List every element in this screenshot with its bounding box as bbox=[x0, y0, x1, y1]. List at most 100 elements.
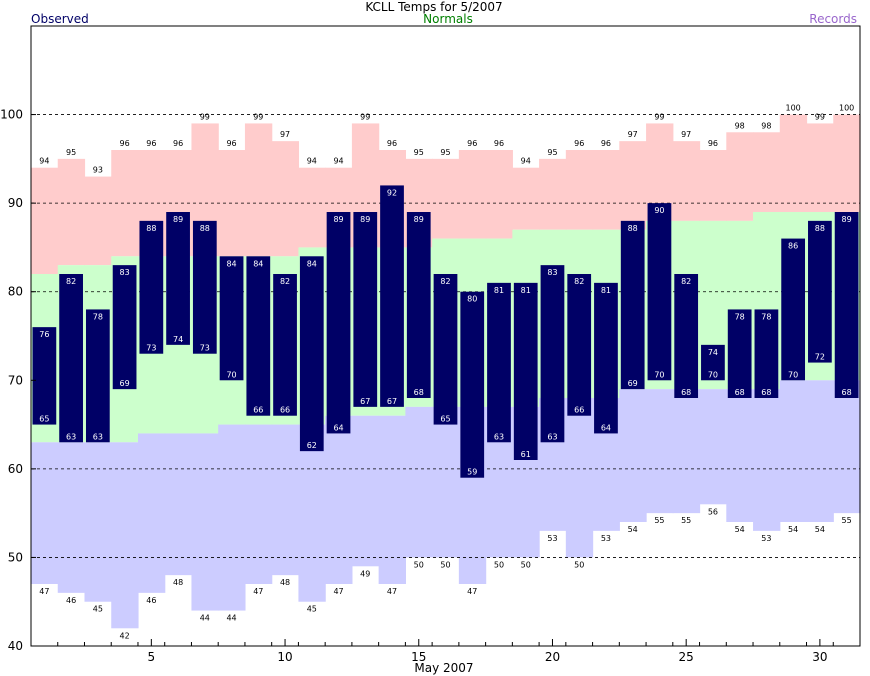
plot-area: 76 65 94 47 82 63 95 46 78 63 93 45 83 69 96 42 88 73 96 46… bbox=[0, 25, 861, 664]
observed-bar bbox=[487, 282, 511, 443]
observed-high-label: 88 bbox=[200, 224, 210, 233]
record-high-label: 96 bbox=[467, 139, 477, 148]
observed-high-label: 78 bbox=[735, 312, 745, 321]
record-low-label: 54 bbox=[735, 525, 745, 534]
observed-bar bbox=[674, 274, 699, 398]
legend-normals: Normals bbox=[423, 12, 473, 26]
record-low-band bbox=[565, 398, 594, 558]
record-low-band bbox=[325, 415, 353, 584]
observed-high-label: 78 bbox=[93, 312, 103, 321]
observed-bar bbox=[85, 309, 110, 443]
observed-bar bbox=[299, 256, 324, 452]
observed-high-label: 82 bbox=[681, 277, 691, 286]
observed-bar bbox=[727, 309, 752, 398]
observed-low-label: 61 bbox=[521, 450, 531, 459]
observed-bar bbox=[808, 220, 832, 363]
record-low-label: 50 bbox=[414, 560, 424, 569]
record-low-band bbox=[672, 389, 701, 514]
record-low-label: 44 bbox=[226, 614, 236, 623]
record-high-band bbox=[539, 158, 567, 230]
record-high-band bbox=[833, 114, 861, 212]
record-low-band bbox=[191, 433, 219, 611]
record-low-label: 47 bbox=[387, 587, 397, 596]
y-tick-label: 50 bbox=[8, 550, 23, 564]
record-high-label: 94 bbox=[521, 157, 531, 166]
record-low-label: 48 bbox=[280, 578, 290, 587]
record-low-band bbox=[31, 442, 59, 584]
record-high-label: 96 bbox=[708, 139, 718, 148]
observed-low-label: 69 bbox=[120, 379, 130, 388]
record-high-band bbox=[779, 114, 808, 212]
record-high-label: 95 bbox=[66, 148, 76, 157]
observed-low-label: 68 bbox=[681, 388, 691, 397]
observed-high-label: 74 bbox=[708, 348, 718, 357]
record-high-band bbox=[806, 123, 834, 212]
record-high-band bbox=[619, 141, 647, 230]
record-low-label: 53 bbox=[761, 534, 771, 543]
observed-bar bbox=[433, 274, 458, 425]
observed-high-label: 88 bbox=[146, 224, 156, 233]
observed-bar bbox=[406, 212, 431, 398]
record-high-label: 96 bbox=[601, 139, 611, 148]
observed-bar bbox=[594, 282, 618, 434]
record-low-band bbox=[298, 424, 326, 602]
record-high-band bbox=[31, 167, 59, 274]
legend-records: Records bbox=[809, 12, 857, 26]
observed-high-label: 76 bbox=[39, 330, 49, 339]
x-tick-label: 5 bbox=[148, 650, 156, 664]
observed-bar bbox=[353, 212, 378, 407]
record-high-band bbox=[512, 167, 540, 230]
observed-low-label: 66 bbox=[574, 406, 584, 415]
record-low-band bbox=[432, 406, 460, 558]
record-high-label: 100 bbox=[839, 104, 854, 113]
record-low-label: 56 bbox=[708, 507, 718, 516]
record-high-label: 95 bbox=[440, 148, 450, 157]
observed-bar bbox=[460, 291, 485, 478]
record-high-label: 97 bbox=[280, 130, 290, 139]
record-low-band bbox=[753, 389, 781, 531]
record-high-band bbox=[672, 141, 701, 221]
observed-high-label: 82 bbox=[574, 277, 584, 286]
record-low-label: 54 bbox=[815, 525, 825, 534]
observed-bar bbox=[754, 309, 779, 398]
observed-low-label: 63 bbox=[93, 432, 103, 441]
record-high-band bbox=[485, 150, 513, 239]
observed-high-label: 83 bbox=[547, 268, 557, 277]
record-low-label: 50 bbox=[574, 560, 584, 569]
observed-high-label: 92 bbox=[387, 188, 397, 197]
observed-bar bbox=[647, 203, 672, 381]
record-low-label: 50 bbox=[440, 560, 450, 569]
record-low-label: 49 bbox=[360, 569, 370, 578]
record-high-label: 94 bbox=[307, 157, 317, 166]
observed-low-label: 65 bbox=[39, 415, 49, 424]
record-high-label: 96 bbox=[574, 139, 584, 148]
observed-low-label: 67 bbox=[387, 397, 397, 406]
record-low-band bbox=[218, 424, 246, 611]
observed-high-label: 89 bbox=[333, 215, 343, 224]
observed-bar bbox=[32, 327, 57, 425]
observed-low-label: 70 bbox=[654, 370, 664, 379]
record-high-label: 96 bbox=[146, 139, 156, 148]
record-high-band bbox=[271, 141, 300, 257]
record-low-label: 44 bbox=[200, 614, 210, 623]
record-high-label: 99 bbox=[200, 112, 210, 121]
observed-high-label: 84 bbox=[226, 259, 236, 268]
record-high-label: 98 bbox=[761, 121, 771, 130]
observed-high-label: 86 bbox=[788, 242, 798, 251]
observed-low-label: 59 bbox=[467, 468, 477, 477]
observed-high-label: 81 bbox=[494, 286, 504, 295]
record-low-label: 50 bbox=[494, 560, 504, 569]
observed-low-label: 65 bbox=[440, 415, 450, 424]
observed-low-label: 63 bbox=[66, 432, 76, 441]
record-high-band bbox=[57, 158, 86, 266]
record-low-band bbox=[84, 442, 112, 602]
y-tick-label: 80 bbox=[8, 285, 23, 299]
chart-title: KCLL Temps for 5/2007 bbox=[365, 0, 502, 14]
observed-high-label: 81 bbox=[521, 286, 531, 295]
record-high-band bbox=[592, 150, 620, 230]
observed-bar bbox=[781, 238, 806, 381]
observed-high-label: 90 bbox=[654, 206, 664, 215]
observed-high-label: 89 bbox=[414, 215, 424, 224]
record-high-label: 100 bbox=[786, 104, 801, 113]
observed-high-label: 88 bbox=[628, 224, 638, 233]
